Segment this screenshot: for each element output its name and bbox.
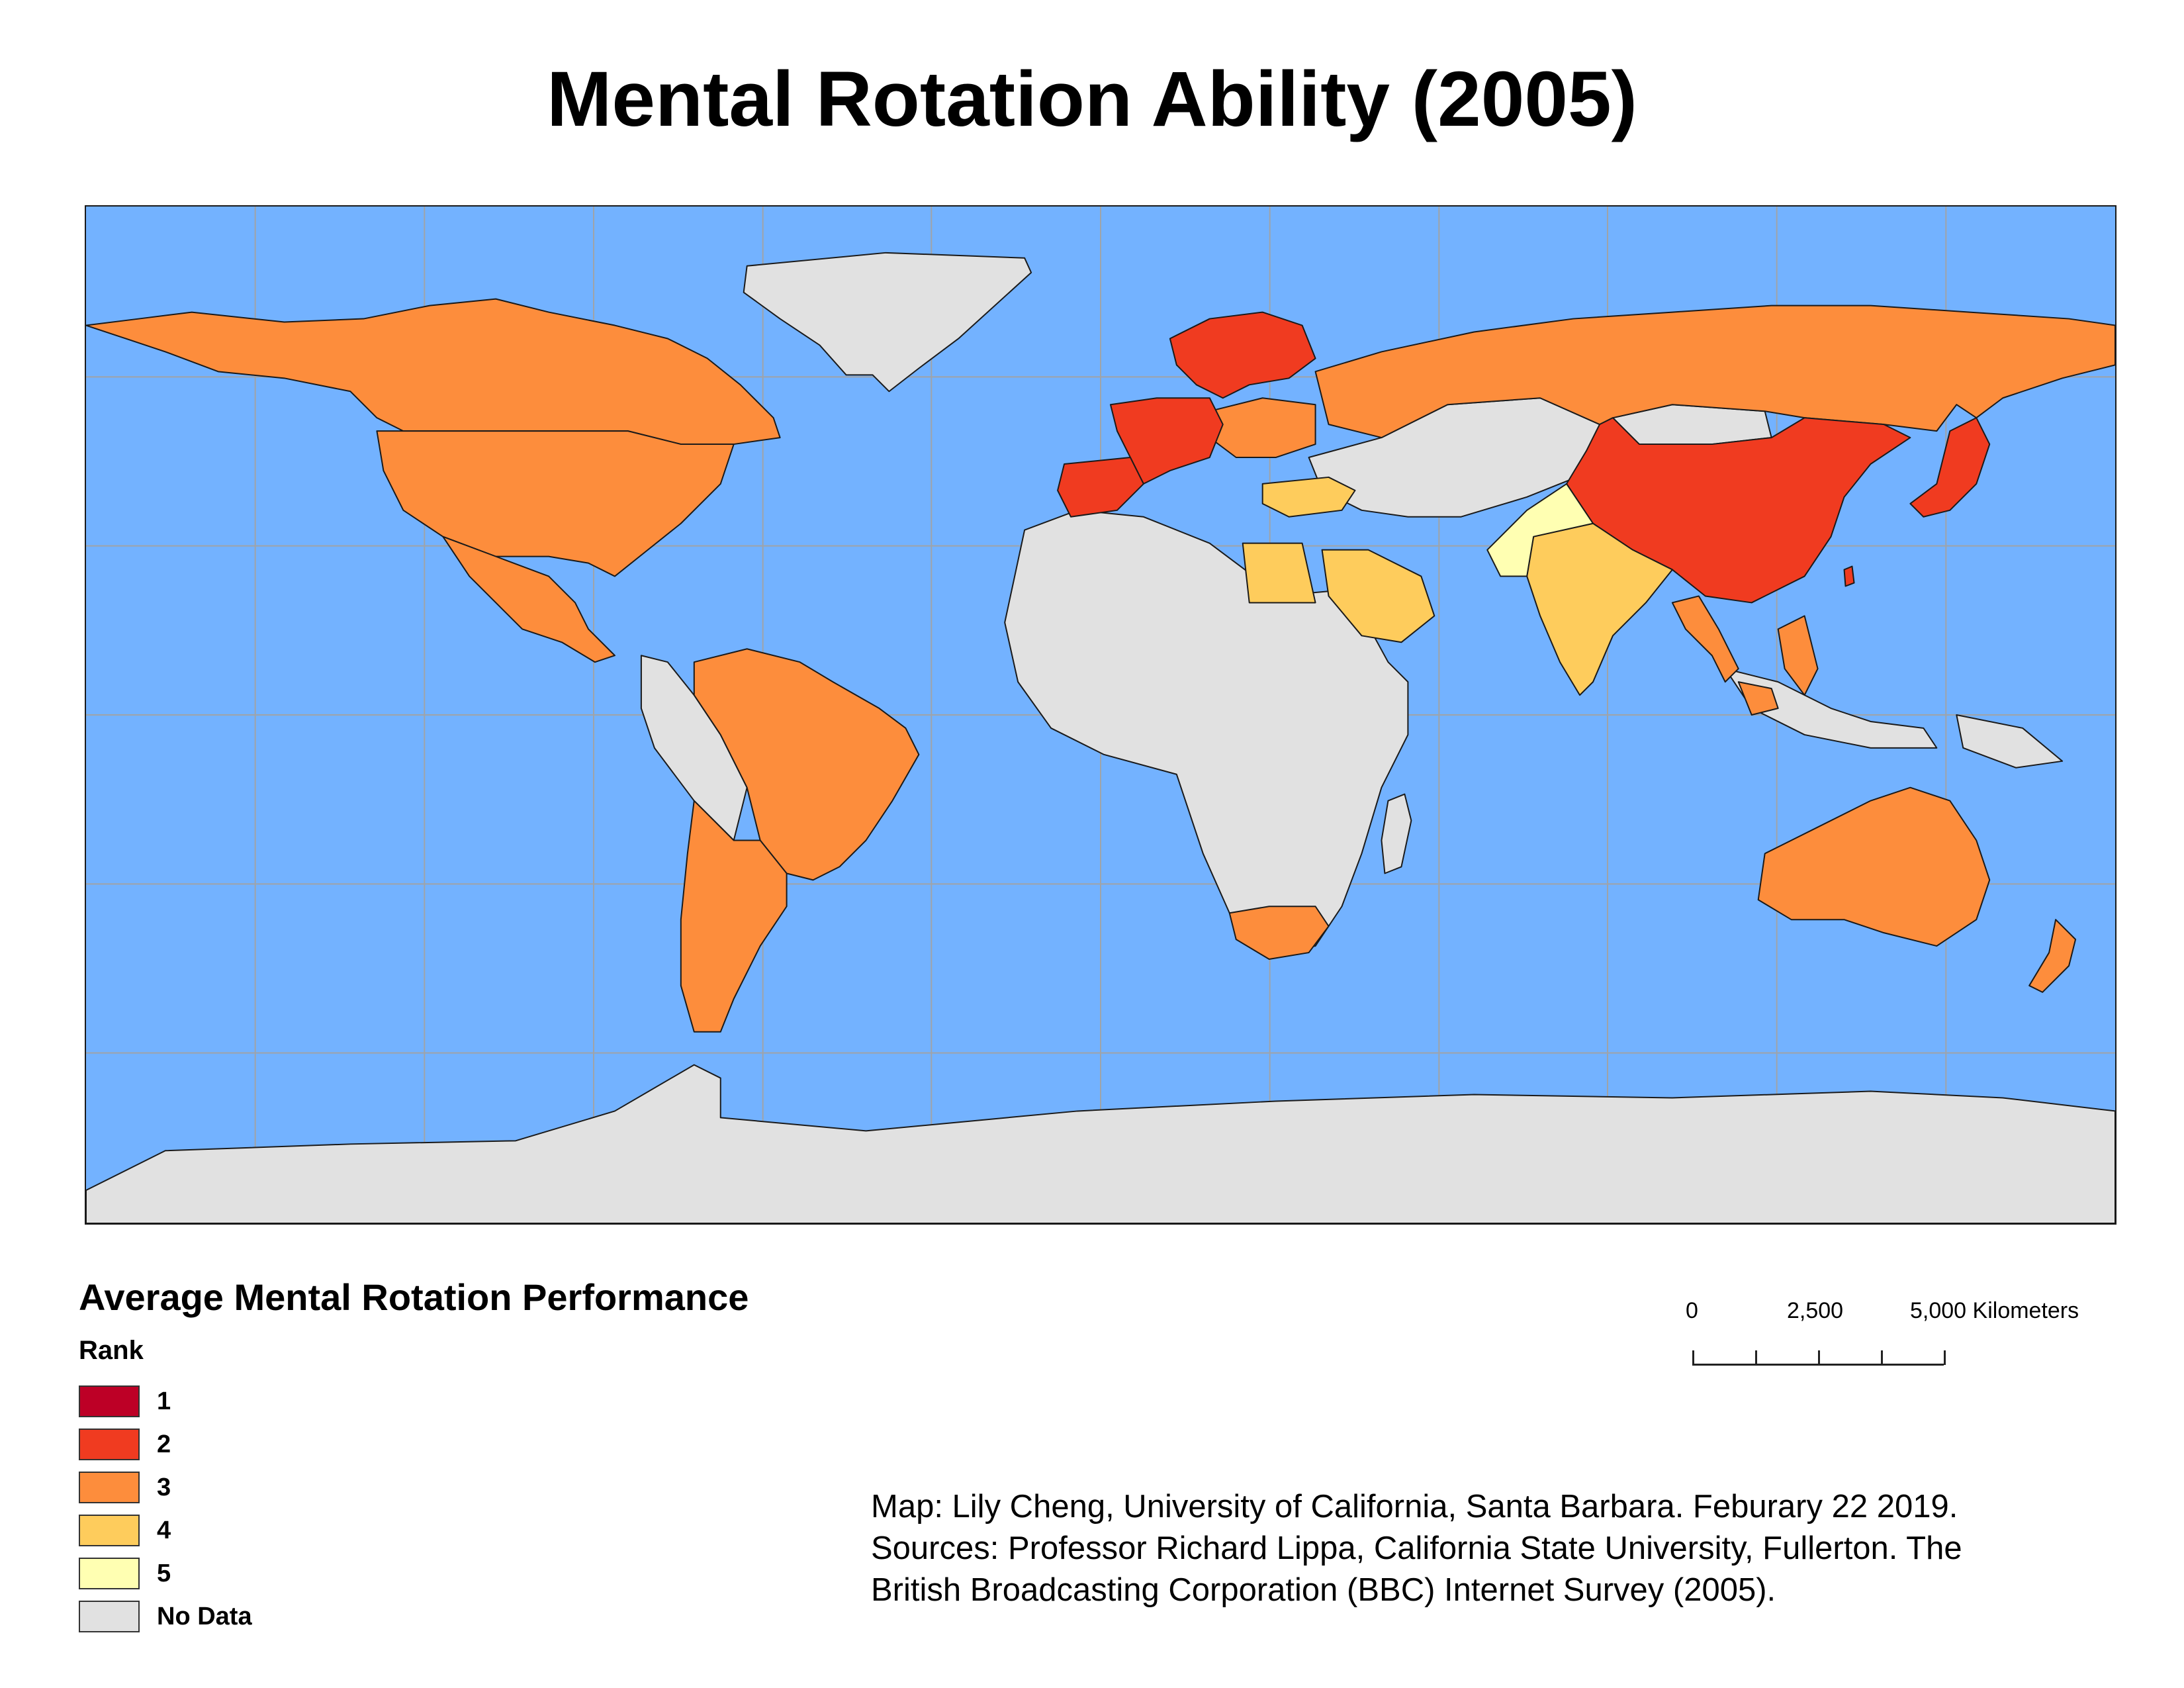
western-europe: [1109, 397, 1224, 485]
antarctica: [86, 1064, 2115, 1223]
scale-tick: [1692, 1350, 1694, 1365]
legend-label: No Data: [157, 1603, 252, 1630]
map-frame: [85, 205, 2116, 1225]
scale-label-zero: 0: [1686, 1298, 1698, 1323]
south-africa: [1228, 906, 1330, 961]
credit-sources-line-2: British Broadcasting Corporation (BBC) I…: [871, 1572, 1776, 1608]
eastern-europe: [1208, 397, 1316, 459]
saudi-arabia: [1321, 549, 1435, 643]
philippines-malaysia: [1737, 615, 1819, 716]
legend-swatch: [79, 1385, 140, 1417]
brazil-venezuela: [693, 648, 920, 881]
madagascar: [1381, 793, 1412, 874]
legend-label: 5: [157, 1560, 171, 1587]
canada: [86, 298, 781, 445]
taiwan: [1843, 565, 1855, 587]
pakistan: [1486, 483, 1594, 577]
india: [1526, 522, 1673, 696]
legend-label: 4: [157, 1517, 171, 1544]
legend-swatch: [79, 1558, 140, 1589]
legend-swatch: [79, 1515, 140, 1546]
mexico: [442, 536, 615, 663]
legend-label: 3: [157, 1474, 171, 1501]
colombia-peru-bolivia: [640, 655, 748, 841]
scale-label-end: 5,000 Kilometers: [1910, 1298, 2079, 1323]
legend-title: Average Mental Rotation Performance: [79, 1276, 749, 1318]
credit-author-line: Map: Lily Cheng, University of Californi…: [871, 1489, 1958, 1524]
legend-swatch: [79, 1472, 140, 1503]
legend-label: 1: [157, 1387, 171, 1415]
credit-sources-line: Sources: Professor Richard Lippa, Califo…: [871, 1530, 1962, 1566]
legend-swatch: [79, 1429, 140, 1460]
legend-label: 2: [157, 1430, 171, 1458]
egypt: [1242, 542, 1316, 604]
iberia: [1057, 457, 1144, 518]
world-map: [86, 207, 2115, 1223]
map-credits: Map: Lily Cheng, University of Californi…: [871, 1486, 2118, 1611]
scale-label-mid: 2,500: [1787, 1298, 1844, 1323]
scale-bar: 0 2,500 5,000 Kilometers: [1668, 1297, 2131, 1377]
new-zealand: [2028, 919, 2077, 993]
legend-subtitle: Rank: [79, 1336, 144, 1365]
australia: [1757, 786, 1991, 947]
argentina-chile: [680, 800, 788, 1033]
africa: [1004, 509, 1409, 954]
usa: [376, 430, 735, 577]
southeast-asia: [1671, 595, 1739, 683]
scale-tick: [1881, 1350, 1883, 1365]
scale-tick: [1944, 1350, 1946, 1365]
papua: [1956, 714, 2064, 769]
scandinavia: [1169, 311, 1316, 399]
scale-tick: [1818, 1350, 1820, 1365]
legend-swatch: [79, 1601, 140, 1632]
map-title: Mental Rotation Ability (2005): [547, 56, 1637, 143]
greenland: [743, 252, 1032, 393]
scale-tick: [1755, 1350, 1757, 1365]
japan: [1909, 417, 1991, 518]
turkey: [1261, 476, 1356, 518]
legend: Average Mental Rotation Performance Rank…: [76, 1274, 936, 1645]
